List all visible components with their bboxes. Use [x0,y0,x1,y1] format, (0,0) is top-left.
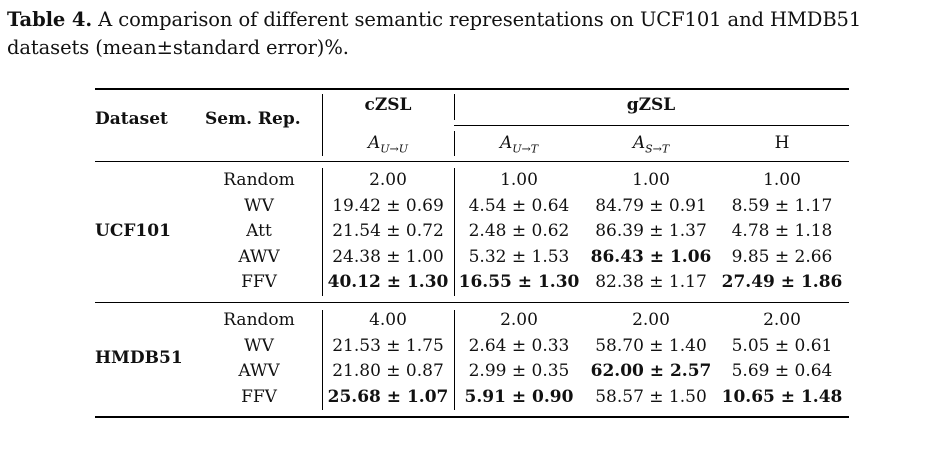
value-cell-ut: 1.00 [500,170,538,190]
sem-rep-cell: AWV [238,246,280,267]
header-col-czsl-sub: U→U [380,142,409,156]
sem-rep-cell: FFV [241,386,277,407]
sem-rep-cell: Random [223,170,295,190]
group-separator-rule [95,302,849,303]
header-dataset: Dataset [95,109,168,129]
header-col-s-to-t: AS→T [633,131,669,156]
value-cell-czsl: 21.54 ± 0.72 [332,221,444,241]
header-col-u-to-t: AU→T [500,131,538,156]
value-cell-st: 2.00 [632,310,670,330]
value-cell-czsl: 24.38 ± 1.00 [332,246,444,267]
value-cell-ut: 5.91 ± 0.90 [464,386,574,407]
czsl-vertical-rule [322,168,323,296]
bottom-rule [95,416,849,418]
header-col-ut-a: A [499,133,513,153]
value-cell-czsl: 2.00 [369,170,407,190]
dataset-label: HMDB51 [95,348,183,368]
czsl-vertical-rule [322,310,323,410]
sem-rep-cell: AWV [238,361,280,381]
sem-rep-cell: WV [244,335,274,356]
header-vertical-rule [322,94,323,156]
value-cell-czsl: 40.12 ± 1.30 [327,272,449,292]
value-cell-st: 58.70 ± 1.40 [595,335,707,356]
value-cell-ut: 4.54 ± 0.64 [468,195,570,216]
value-cell-ut: 2.48 ± 0.62 [468,221,570,241]
value-cell-czsl: 25.68 ± 1.07 [327,386,449,407]
header-vertical-rule [454,94,455,120]
header-col-czsl-acc: AU→U [368,131,408,156]
value-cell-st: 1.00 [632,170,670,190]
header-col-czsl-a: A [367,133,381,153]
gzsl-vertical-rule [454,310,455,410]
dataset-label: UCF101 [95,221,171,241]
value-cell-h: 27.49 ± 1.86 [721,272,843,292]
sem-rep-cell: Random [223,310,295,330]
sem-rep-cell: FFV [241,272,277,292]
value-cell-ut: 2.00 [500,310,538,330]
header-gzsl: gZSL [626,95,676,115]
value-cell-czsl: 19.42 ± 0.69 [332,195,444,216]
caption-label: Table 4. [7,8,93,31]
header-vertical-rule [454,131,455,156]
gzsl-cmidrule [454,125,849,126]
sem-rep-cell: Att [246,221,272,241]
gzsl-vertical-rule [454,168,455,296]
value-cell-h: 4.78 ± 1.18 [731,221,833,241]
value-cell-h: 8.59 ± 1.17 [731,195,833,216]
value-cell-czsl: 4.00 [369,310,407,330]
value-cell-h: 1.00 [763,170,801,190]
value-cell-h: 10.65 ± 1.48 [721,386,843,407]
header-rule [95,161,849,162]
value-cell-h: 9.85 ± 2.66 [731,246,833,267]
value-cell-h: 5.69 ± 0.64 [731,361,833,381]
value-cell-st: 62.00 ± 2.57 [590,361,712,381]
value-cell-czsl: 21.53 ± 1.75 [332,335,444,356]
header-col-st-sub: S→T [645,142,670,156]
value-cell-ut: 2.64 ± 0.33 [468,335,570,356]
value-cell-st: 58.57 ± 1.50 [595,386,707,407]
value-cell-st: 82.38 ± 1.17 [595,272,707,292]
header-sem-rep: Sem. Rep. [205,109,301,129]
value-cell-st: 84.79 ± 0.91 [595,195,707,216]
caption-text: A comparison of different semantic repre… [7,8,862,59]
header-col-st-a: A [632,133,646,153]
header-czsl: cZSL [364,95,412,115]
value-cell-st: 86.43 ± 1.06 [590,246,712,267]
header-col-h: H [774,133,790,153]
value-cell-st: 86.39 ± 1.37 [595,221,707,241]
value-cell-ut: 5.32 ± 1.53 [468,246,570,267]
value-cell-ut: 16.55 ± 1.30 [458,272,580,292]
top-rule [95,88,849,90]
value-cell-czsl: 21.80 ± 0.87 [332,361,444,381]
value-cell-h: 5.05 ± 0.61 [731,335,833,356]
sem-rep-cell: WV [244,195,274,216]
value-cell-ut: 2.99 ± 0.35 [468,361,570,381]
value-cell-h: 2.00 [763,310,801,330]
header-col-ut-sub: U→T [512,142,539,156]
table-caption: Table 4. A comparison of different seman… [7,6,943,62]
